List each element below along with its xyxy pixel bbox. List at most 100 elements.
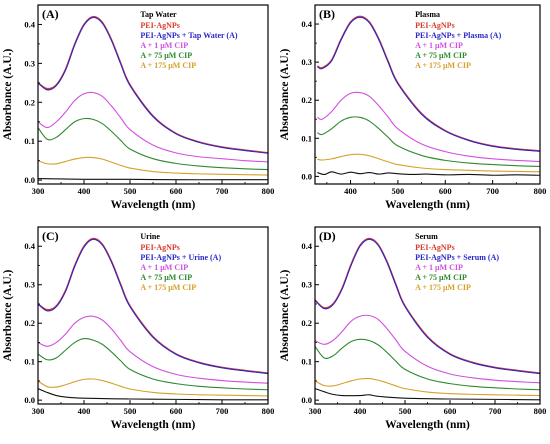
legend-item: A + 175 μM CIP bbox=[140, 283, 196, 292]
x-tick-label: 700 bbox=[486, 186, 499, 196]
legend-title: Plasma bbox=[415, 10, 440, 19]
plot-frame bbox=[314, 4, 541, 185]
y-tick-label: 0.0 bbox=[301, 171, 312, 181]
series-line-2 bbox=[317, 16, 540, 152]
legend-item: PEI-AgNPs bbox=[140, 243, 180, 252]
series-line-3 bbox=[317, 91, 540, 163]
x-axis-label: Wavelength (nm) bbox=[111, 419, 196, 431]
series-group bbox=[316, 15, 540, 176]
series-line-2 bbox=[315, 238, 540, 375]
series-line-3 bbox=[38, 91, 268, 163]
panel-a: 300 400 500 600 700 800 0.0 0.1 0.2 0.3 0.4 Wavelen… bbox=[2, 4, 275, 211]
series-line-6 bbox=[38, 178, 268, 181]
x-tick-label: 400 bbox=[354, 406, 367, 416]
x-tick-label: 500 bbox=[399, 406, 412, 416]
y-tick-label: 0.4 bbox=[24, 241, 35, 251]
x-tick-label: 800 bbox=[534, 186, 547, 196]
x-tick-label: 800 bbox=[534, 406, 547, 416]
legend-item: PEI-AgNPs bbox=[415, 243, 455, 252]
legend-item: A + 175 μM CIP bbox=[415, 283, 471, 292]
series-line-4 bbox=[315, 338, 540, 391]
y-tick-label: 0.0 bbox=[24, 395, 35, 405]
series-group bbox=[315, 237, 540, 401]
x-tick-label: 400 bbox=[78, 186, 91, 196]
x-tick-label: 800 bbox=[262, 406, 275, 416]
series-line-5 bbox=[315, 377, 540, 397]
x-tick-label: 400 bbox=[344, 186, 357, 196]
y-tick-label: 0.3 bbox=[24, 280, 35, 290]
series-line-6 bbox=[38, 388, 268, 401]
y-tick-label: 0.0 bbox=[24, 175, 35, 185]
x-tick-label: 700 bbox=[489, 406, 502, 416]
x-tick-label: 700 bbox=[216, 406, 229, 416]
x-axis-label: Wavelength (nm) bbox=[385, 419, 470, 431]
series-group bbox=[38, 15, 268, 181]
legend-item: A + 75 μM CIP bbox=[415, 51, 467, 60]
series-line-2 bbox=[38, 16, 268, 154]
legend-item: PEI-AgNPs + Urine (A) bbox=[140, 253, 221, 262]
y-tick-label: 0.0 bbox=[301, 395, 312, 405]
y-tick-label: 0.2 bbox=[301, 318, 312, 328]
y-tick-label: 0.1 bbox=[301, 133, 312, 143]
legend-title: Tap Water bbox=[140, 10, 177, 19]
series-line-5 bbox=[317, 153, 540, 173]
y-tick-label: 0.2 bbox=[301, 95, 312, 105]
y-tick-label: 0.1 bbox=[301, 357, 312, 367]
y-tick-label: 0.2 bbox=[24, 97, 35, 107]
x-tick-label: 500 bbox=[124, 406, 137, 416]
y-axis-label: Absorbance (A.U.) bbox=[2, 48, 14, 140]
legend-item: PEI-AgNPs bbox=[140, 21, 180, 30]
panel-label: (C) bbox=[42, 229, 59, 243]
legend-item: A + 1 μM CIP bbox=[140, 263, 188, 272]
series-line-4 bbox=[317, 116, 540, 168]
x-tick-label: 600 bbox=[439, 186, 452, 196]
y-tick-label: 0.1 bbox=[24, 136, 35, 146]
panel-b: 400 500 600 700 800 0.0 0.1 0.2 0.3 0.4 Wavelength… bbox=[279, 4, 547, 211]
series-line-6 bbox=[317, 171, 540, 176]
x-tick-label: 700 bbox=[216, 186, 229, 196]
legend-item: A + 175 μM CIP bbox=[140, 61, 196, 70]
legend-item: A + 75 μM CIP bbox=[415, 273, 467, 282]
y-tick-label: 0.3 bbox=[301, 57, 312, 67]
series-line-4 bbox=[38, 117, 268, 171]
series-line-6 bbox=[315, 388, 540, 401]
x-tick-label: 300 bbox=[32, 186, 45, 196]
legend-item: PEI-AgNPs + Plasma (A) bbox=[415, 31, 501, 40]
y-tick-label: 0.3 bbox=[301, 280, 312, 290]
panel-label: (B) bbox=[319, 7, 335, 21]
y-tick-label: 0.1 bbox=[24, 357, 35, 367]
y-tick-label: 0.3 bbox=[24, 58, 35, 68]
legend-item: PEI-AgNPs + Tap Water (A) bbox=[140, 31, 237, 40]
panel-label: (A) bbox=[42, 7, 59, 21]
y-axis-label: Absorbance (A.U.) bbox=[2, 269, 14, 361]
legend-item: A + 75 μM CIP bbox=[140, 273, 192, 282]
x-tick-label: 500 bbox=[392, 186, 405, 196]
x-axis-label: Wavelength (nm) bbox=[385, 199, 470, 211]
series-line-5 bbox=[38, 156, 268, 176]
panel-label: (D) bbox=[319, 229, 336, 243]
legend-title: Urine bbox=[140, 232, 160, 241]
series-line-4 bbox=[38, 337, 268, 391]
legend-item: PEI-AgNPs + Serum (A) bbox=[415, 253, 499, 262]
x-tick-label: 800 bbox=[262, 186, 275, 196]
legend-item: PEI-AgNPs bbox=[415, 21, 455, 30]
x-tick-label: 300 bbox=[32, 406, 45, 416]
series-line-2 bbox=[38, 238, 268, 375]
legend-item: A + 175 μM CIP bbox=[415, 61, 471, 70]
panel-d: 300 400 500 600 700 800 0.0 0.1 0.2 0.3 0.4 Wavelen… bbox=[279, 226, 547, 431]
y-axis-label: Absorbance (A.U.) bbox=[279, 269, 291, 361]
y-tick-label: 0.4 bbox=[301, 19, 312, 29]
series-line-3 bbox=[315, 314, 540, 384]
x-tick-label: 400 bbox=[78, 406, 91, 416]
panel-c: 300 400 500 600 700 800 0.0 0.1 0.2 0.3 0.4 Wavelen… bbox=[2, 226, 275, 431]
x-tick-label: 600 bbox=[170, 186, 183, 196]
series-line-5 bbox=[38, 378, 268, 397]
y-tick-label: 0.4 bbox=[24, 19, 35, 29]
y-tick-label: 0.2 bbox=[24, 318, 35, 328]
series-line-3 bbox=[38, 315, 268, 384]
x-tick-label: 300 bbox=[309, 406, 322, 416]
x-axis-label: Wavelength (nm) bbox=[111, 199, 196, 211]
x-tick-label: 600 bbox=[170, 406, 183, 416]
legend-item: A + 75 μM CIP bbox=[140, 51, 192, 60]
